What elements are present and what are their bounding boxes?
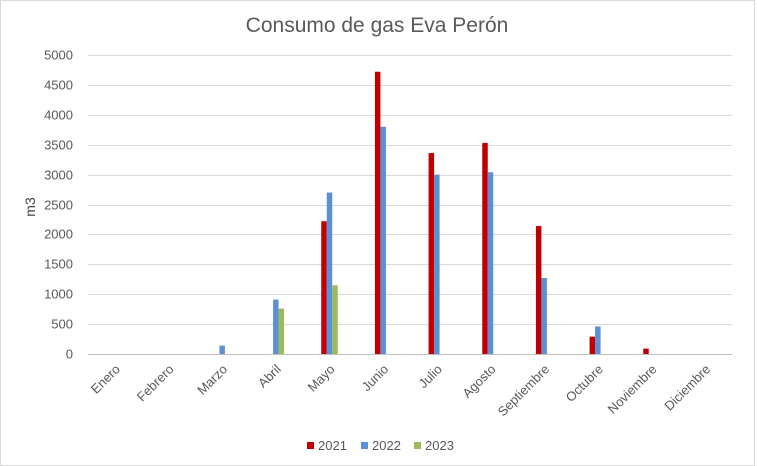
legend-swatch-2021 [307, 442, 314, 449]
bar-2021-julio [428, 153, 435, 354]
bar-2022-octubre [595, 326, 601, 354]
y-tick-label: 4000 [44, 108, 73, 123]
bar-2023-abril [278, 308, 285, 354]
bar-2022-septiembre [541, 278, 547, 354]
bar-2021-agosto [482, 142, 488, 354]
bar-2021-septiembre [535, 226, 542, 354]
legend-swatch-2023 [414, 442, 421, 449]
y-tick-label: 2000 [44, 227, 73, 242]
bar-2021-octubre [589, 336, 596, 354]
y-tick-label: 2500 [44, 198, 73, 213]
chart-title: Consumo de gas Eva Perón [246, 14, 509, 37]
bar-2022-marzo [219, 345, 225, 354]
legend: 2021 2022 2023 [307, 438, 454, 453]
bar-2021-mayo [321, 221, 327, 354]
bar-2022-junio [380, 126, 386, 354]
bar-2022-abril [273, 299, 279, 354]
y-tick-label: 500 [51, 317, 73, 332]
bar-2023-mayo [332, 285, 338, 354]
legend-label-2022: 2022 [372, 438, 401, 453]
bar-2022-agosto [487, 172, 494, 354]
bar-2022-julio [434, 174, 440, 354]
bar-2022-mayo [326, 192, 333, 354]
y-tick-label: 1500 [44, 257, 73, 272]
legend-swatch-2022 [361, 442, 368, 449]
bars [219, 71, 649, 355]
legend-label-2023: 2023 [425, 438, 454, 453]
y-tick-label: 5000 [44, 48, 73, 63]
y-tick-label: 4500 [44, 78, 73, 93]
y-tick-label: 1000 [44, 287, 73, 302]
bar-2021-noviembre [643, 348, 649, 354]
bar-2021-junio [374, 71, 381, 355]
y-tick-labels: 0 500 1000 1500 2000 2500 3000 3500 4000 4500 5000 [44, 48, 73, 362]
legend-label-2021: 2021 [318, 438, 347, 453]
y-tick-label: 3000 [44, 168, 73, 183]
y-axis-label: m3 [22, 197, 38, 217]
y-tick-label: 3500 [44, 138, 73, 153]
gridlines [88, 55, 732, 325]
y-tick-label: 0 [66, 347, 73, 362]
